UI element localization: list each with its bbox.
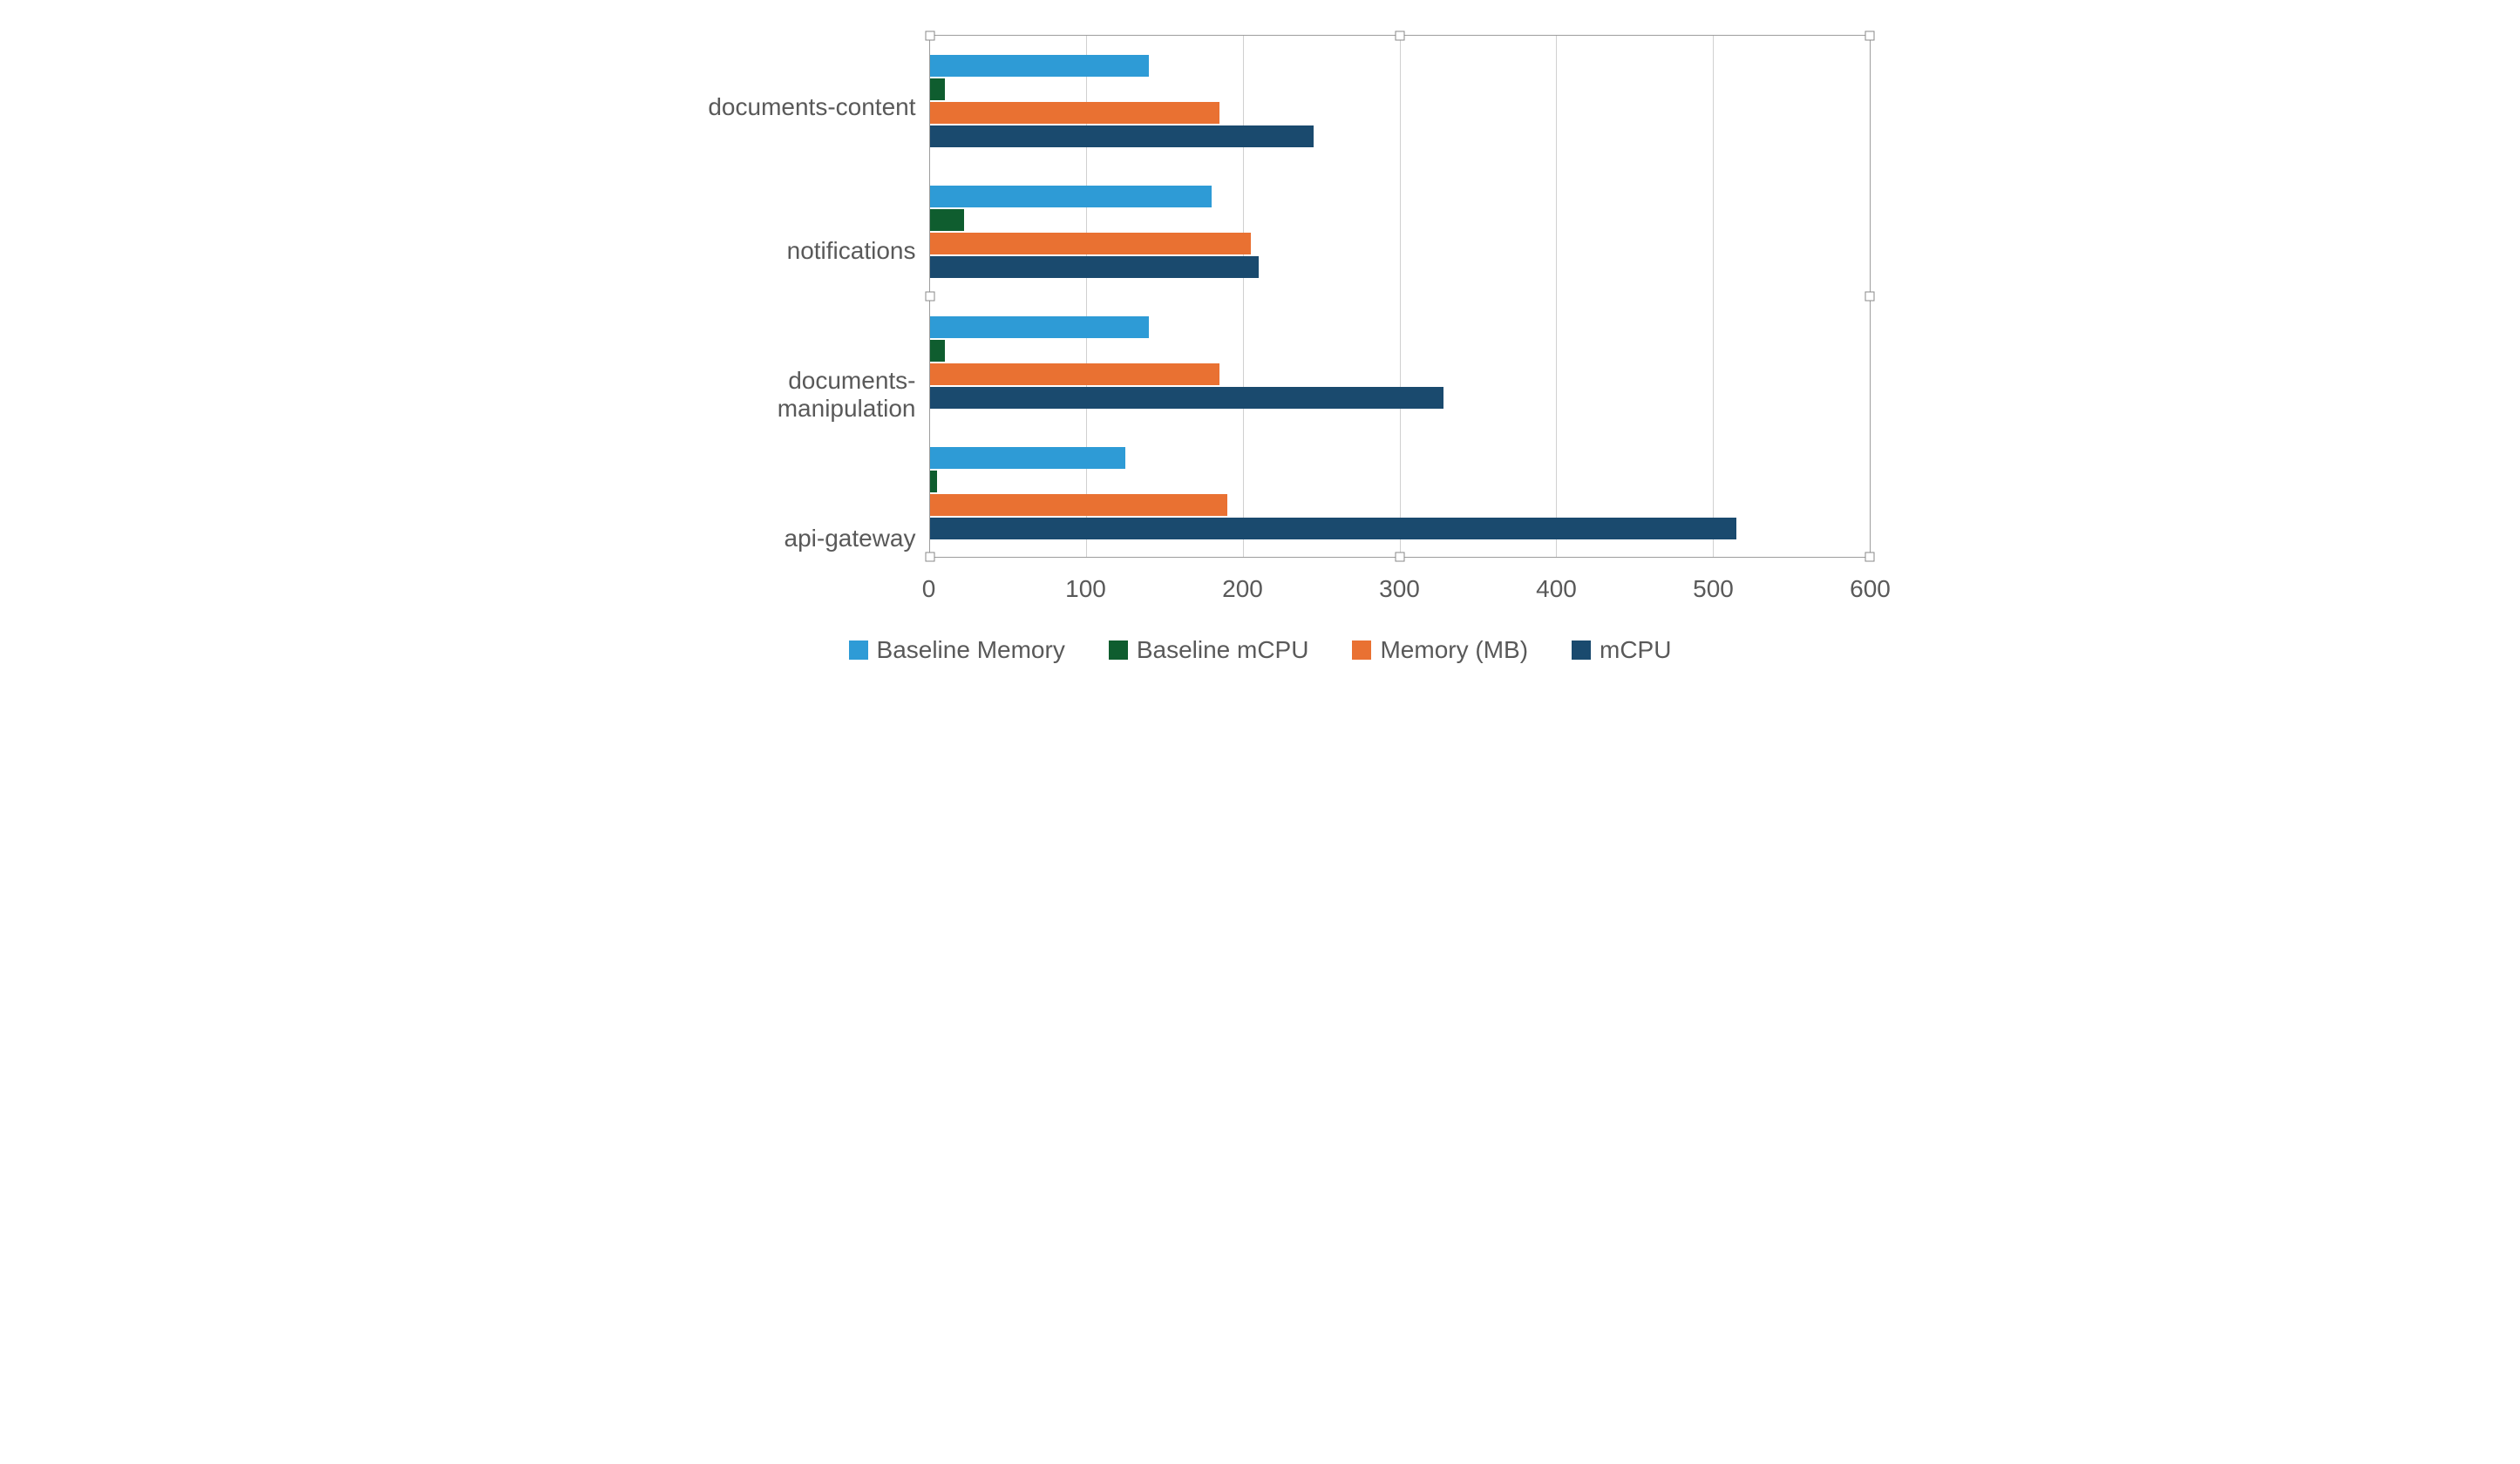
legend-swatch (1352, 640, 1371, 660)
selection-handle[interactable] (925, 292, 934, 302)
x-axis-tick: 100 (1065, 575, 1106, 603)
bar[interactable] (930, 447, 1126, 469)
bar[interactable] (930, 518, 1736, 539)
legend: Baseline Memory Baseline mCPU Memory (MB) m… (650, 636, 1871, 664)
x-axis-tick: 200 (1222, 575, 1263, 603)
bar[interactable] (930, 494, 1227, 516)
legend-swatch (1109, 640, 1128, 660)
bar[interactable] (930, 471, 938, 492)
legend-item[interactable]: Memory (MB) (1352, 636, 1528, 664)
y-axis-label: documents-content (650, 42, 916, 173)
selection-handle[interactable] (1395, 31, 1404, 41)
bar[interactable] (930, 340, 946, 362)
bar[interactable] (930, 363, 1219, 385)
y-axis-label: api-gateway (650, 473, 916, 604)
legend-label: mCPU (1600, 636, 1671, 664)
legend-item[interactable]: Baseline mCPU (1109, 636, 1309, 664)
legend-swatch (849, 640, 868, 660)
gridline (1400, 36, 1401, 557)
bar[interactable] (930, 125, 1314, 147)
bar[interactable] (930, 256, 1259, 278)
selection-handle[interactable] (925, 31, 934, 41)
bar[interactable] (930, 316, 1150, 338)
selection-handle[interactable] (925, 552, 934, 562)
plot-area[interactable] (929, 35, 1871, 558)
legend-label: Baseline mCPU (1137, 636, 1309, 664)
gridline (1556, 36, 1557, 557)
legend-item[interactable]: Baseline Memory (849, 636, 1065, 664)
y-axis-label: notifications (650, 186, 916, 316)
bar[interactable] (930, 233, 1251, 254)
legend-item[interactable]: mCPU (1572, 636, 1671, 664)
legend-swatch (1572, 640, 1591, 660)
gridline (1243, 36, 1244, 557)
y-axis-label: documents-manipulation (650, 329, 916, 460)
selection-handle[interactable] (1865, 292, 1874, 302)
x-axis-tick: 0 (922, 575, 936, 603)
chart-container: documents-contentnotificationsdocuments-… (650, 35, 1871, 664)
selection-handle[interactable] (1865, 31, 1874, 41)
bar[interactable] (930, 102, 1219, 124)
gridline (1713, 36, 1714, 557)
bar[interactable] (930, 387, 1443, 409)
selection-handle[interactable] (1395, 552, 1404, 562)
bar[interactable] (930, 209, 965, 231)
legend-label: Memory (MB) (1380, 636, 1528, 664)
selection-handle[interactable] (1865, 552, 1874, 562)
bar[interactable] (930, 55, 1150, 77)
legend-label: Baseline Memory (877, 636, 1065, 664)
x-axis-tick: 500 (1693, 575, 1734, 603)
x-axis-tick: 300 (1379, 575, 1420, 603)
x-axis-tick: 400 (1536, 575, 1577, 603)
x-axis-tick: 600 (1850, 575, 1891, 603)
x-axis-labels: 0100200300400500600 (929, 566, 1871, 610)
bar[interactable] (930, 186, 1212, 207)
bar[interactable] (930, 78, 946, 100)
y-axis-labels: documents-contentnotificationsdocuments-… (650, 35, 929, 610)
